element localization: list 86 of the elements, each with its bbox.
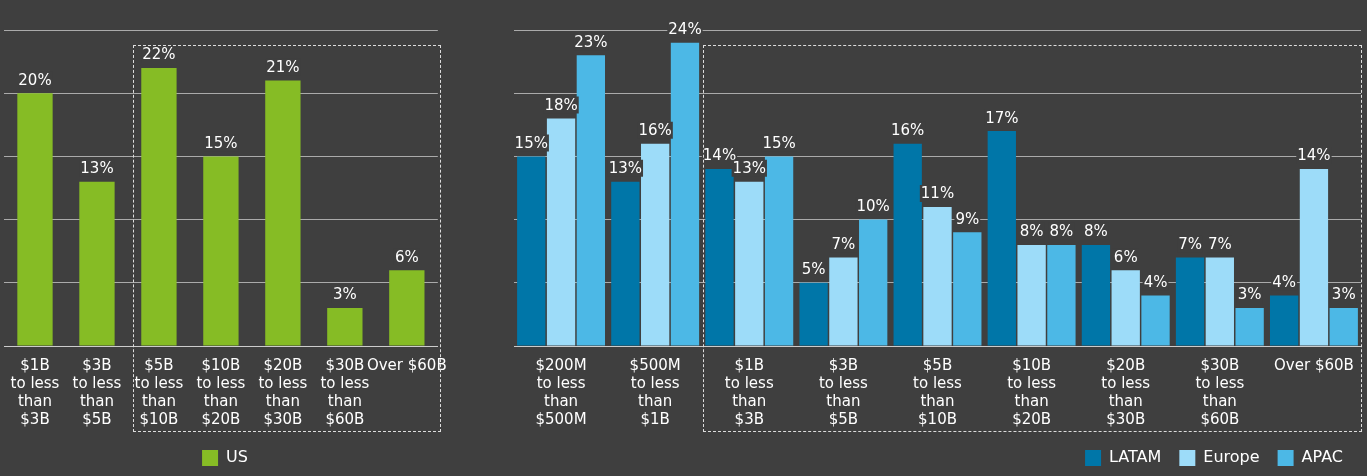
x-tick-label: $3B to less than $5B xyxy=(72,355,122,428)
data-label: 7% xyxy=(1207,234,1232,253)
x-tick-label: $3B to less than $5B xyxy=(818,355,868,428)
bar xyxy=(764,156,794,346)
legend-label: US xyxy=(226,447,248,467)
data-label: 24% xyxy=(668,20,702,39)
x-tick-label: $200M to less than $500M xyxy=(535,355,587,428)
bar xyxy=(79,181,115,346)
x-tick-label: $30B to less than $60B xyxy=(1195,355,1245,428)
x-tick-label: $500M to less than $1B xyxy=(629,355,681,428)
data-label: 7% xyxy=(831,234,856,253)
bar xyxy=(141,67,177,346)
bar xyxy=(923,206,952,346)
data-label: 16% xyxy=(891,121,925,140)
data-label: 4% xyxy=(1272,272,1297,291)
data-label: 5% xyxy=(801,260,826,279)
data-label: 15% xyxy=(514,133,548,152)
x-tick-label: $1B to less than $3B xyxy=(10,355,60,428)
bar xyxy=(265,80,301,346)
data-label: 20% xyxy=(18,70,52,89)
bar xyxy=(893,143,922,346)
legend-label: LATAM xyxy=(1109,447,1162,467)
bar xyxy=(641,143,670,346)
bar xyxy=(670,42,700,346)
data-label: 15% xyxy=(204,133,238,152)
data-label: 6% xyxy=(394,247,419,266)
data-label: 3% xyxy=(332,285,357,304)
data-label: 21% xyxy=(266,57,300,76)
bar xyxy=(1111,270,1140,346)
bar xyxy=(1081,244,1111,346)
data-label: 8% xyxy=(1019,222,1044,241)
bar xyxy=(1017,244,1046,346)
data-label: 16% xyxy=(638,121,672,140)
data-label: 8% xyxy=(1049,222,1074,241)
data-label: 11% xyxy=(920,184,955,203)
data-label: 3% xyxy=(1237,285,1262,304)
bar xyxy=(1205,257,1234,346)
data-label: 8% xyxy=(1084,222,1108,241)
data-label: 23% xyxy=(574,32,608,51)
bar xyxy=(546,118,576,346)
bar xyxy=(611,181,640,346)
bar xyxy=(859,219,888,346)
x-tick-label: $5B to less than $10B xyxy=(913,355,963,428)
bar xyxy=(705,169,734,346)
bar xyxy=(517,156,546,346)
bar xyxy=(799,282,828,346)
bar xyxy=(576,55,606,346)
data-label: 7% xyxy=(1178,234,1202,253)
bar xyxy=(1329,308,1358,346)
legend-label: APAC xyxy=(1301,447,1343,467)
bar xyxy=(1047,244,1076,346)
legend-label: Europe xyxy=(1203,447,1260,467)
data-label: 13% xyxy=(608,159,643,178)
data-label: 14% xyxy=(1297,146,1331,165)
bar xyxy=(987,131,1016,346)
data-label: 4% xyxy=(1143,272,1168,291)
data-label: 17% xyxy=(985,108,1019,127)
bar xyxy=(1269,295,1299,346)
bar xyxy=(1141,295,1170,346)
bar xyxy=(327,308,363,346)
bar xyxy=(735,181,764,346)
bar xyxy=(1235,308,1264,346)
bar xyxy=(829,257,858,346)
x-tick-label: $5B to less than $10B xyxy=(134,355,184,428)
x-tick-label: $20B to less than $30B xyxy=(258,355,308,428)
x-tick-label: $10B to less than $20B xyxy=(196,355,246,428)
bar xyxy=(17,93,53,346)
x-tick-label: $20B to less than $30B xyxy=(1101,355,1151,428)
x-tick-label: Over $60B xyxy=(1274,355,1354,374)
data-label: 18% xyxy=(544,95,578,114)
bar xyxy=(203,156,239,346)
bar xyxy=(953,232,982,346)
x-tick-label: Over $60B xyxy=(366,355,447,374)
data-label: 3% xyxy=(1331,285,1356,304)
bar xyxy=(1299,169,1329,346)
data-label: 22% xyxy=(142,45,176,64)
data-label: 10% xyxy=(856,196,890,215)
x-tick-label: $10B to less than $20B xyxy=(1007,355,1057,428)
x-tick-label: $1B to less than $3B xyxy=(724,355,774,428)
bar xyxy=(1175,257,1205,346)
data-label: 13% xyxy=(80,159,114,178)
bar xyxy=(389,270,425,346)
data-label: 9% xyxy=(955,209,980,228)
data-label: 6% xyxy=(1113,247,1138,266)
data-label: 15% xyxy=(762,133,796,152)
data-label: 13% xyxy=(732,159,766,178)
